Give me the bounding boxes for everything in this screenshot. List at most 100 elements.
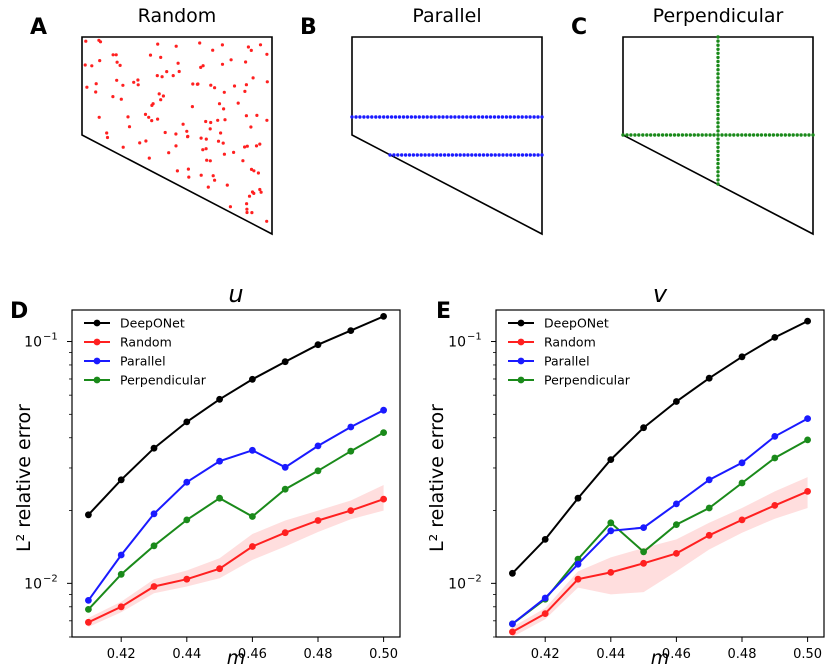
- data-point-perpendicular: [150, 542, 158, 550]
- random-sample-point: [219, 131, 223, 135]
- perpendicular-sample-point: [720, 133, 724, 137]
- data-point-random: [249, 543, 256, 550]
- parallel-sample-point: [492, 115, 497, 119]
- panel-title-parallel: Parallel: [412, 5, 481, 27]
- legend-marker: [517, 357, 525, 365]
- data-point-random: [314, 517, 322, 524]
- random-sample-point: [213, 86, 217, 90]
- x-axis-label-d: m: [227, 647, 246, 669]
- perpendicular-sample-point: [751, 133, 756, 137]
- random-sample-point: [115, 78, 119, 82]
- parallel-points: [350, 115, 544, 157]
- random-sample-point: [119, 97, 123, 101]
- series-line-random: [87, 498, 384, 624]
- parallel-sample-point: [415, 153, 419, 157]
- parallel-sample-point: [473, 115, 477, 119]
- perpendicular-sample-point: [700, 133, 704, 137]
- data-point-random: [150, 583, 158, 590]
- parallel-sample-point: [435, 153, 439, 157]
- random-sample-point: [232, 84, 237, 88]
- random-sample-point: [148, 53, 153, 57]
- random-sample-point: [265, 52, 269, 56]
- random-sample-point: [255, 113, 259, 117]
- y-axis-label-e: L² relative error: [426, 404, 448, 552]
- perpendicular-sample-point: [728, 133, 732, 137]
- x-tick-label: 0.44: [172, 647, 201, 662]
- perpendicular-sample-point: [724, 133, 728, 137]
- random-sample-point: [144, 139, 148, 143]
- perpendicular-sample-point: [716, 108, 720, 113]
- random-sample-point: [250, 190, 255, 194]
- data-point-deeponet: [607, 456, 615, 463]
- data-point-perpendicular: [314, 467, 322, 475]
- random-sample-point: [199, 173, 203, 177]
- perpendicular-sample-point: [621, 133, 625, 137]
- perpendicular-sample-point: [716, 51, 720, 55]
- perpendicular-sample-point: [716, 117, 720, 121]
- parallel-sample-point: [423, 153, 427, 157]
- parallel-sample-point: [516, 153, 521, 157]
- perpendicular-sample-point: [716, 68, 720, 72]
- y-tick-label: 10: [24, 335, 42, 351]
- perpendicular-sample-point: [716, 125, 720, 129]
- random-sample-point: [155, 74, 159, 78]
- random-sample-point: [132, 80, 136, 84]
- data-point-perpendicular: [771, 454, 779, 462]
- data-point-parallel: [738, 459, 746, 467]
- perpendicular-sample-point: [787, 133, 791, 137]
- data-point-parallel: [85, 597, 92, 604]
- perpendicular-sample-point: [783, 133, 787, 137]
- data-point-deeponet: [85, 511, 92, 519]
- random-sample-point: [222, 107, 226, 111]
- parallel-sample-point: [462, 153, 466, 157]
- data-point-parallel: [771, 433, 779, 440]
- parallel-sample-point: [457, 115, 461, 119]
- series-line-perpendicular: [511, 439, 809, 625]
- random-sample-point: [136, 78, 140, 82]
- parallel-sample-point: [429, 115, 433, 119]
- perpendicular-sample-point: [704, 133, 708, 137]
- perpendicular-sample-point: [759, 133, 764, 137]
- perpendicular-sample-point: [803, 133, 807, 137]
- parallel-sample-point: [504, 115, 509, 119]
- series-line-deeponet: [511, 320, 809, 574]
- parallel-sample-point: [439, 153, 443, 157]
- perpendicular-sample-point: [716, 141, 720, 145]
- data-point-parallel: [117, 551, 125, 559]
- data-point-parallel: [380, 406, 387, 414]
- random-sample-point: [258, 142, 262, 146]
- random-sample-point: [265, 80, 269, 84]
- data-point-deeponet: [216, 395, 224, 403]
- data-point-parallel: [705, 476, 713, 484]
- data-point-random: [673, 550, 680, 557]
- random-sample-point: [208, 127, 212, 131]
- error-band-random: [88, 485, 384, 627]
- perpendicular-sample-point: [712, 133, 716, 137]
- data-point-perpendicular: [183, 516, 191, 524]
- data-point-parallel: [574, 560, 582, 568]
- legend-label: Random: [120, 335, 172, 350]
- parallel-sample-point: [528, 115, 532, 119]
- data-point-deeponet: [804, 317, 811, 325]
- perpendicular-sample-point: [763, 133, 768, 137]
- random-sample-point: [216, 118, 220, 122]
- random-sample-point: [150, 103, 154, 107]
- random-sample-point: [247, 194, 252, 198]
- data-point-parallel: [804, 415, 811, 422]
- random-sample-point: [254, 144, 259, 148]
- parallel-sample-point: [477, 115, 481, 119]
- random-sample-point: [159, 98, 163, 102]
- parallel-sample-point: [480, 115, 485, 119]
- parallel-sample-point: [453, 115, 457, 119]
- parallel-sample-point: [493, 153, 497, 157]
- perpendicular-sample-point: [716, 88, 720, 92]
- perpendicular-sample-point: [625, 133, 629, 137]
- plot-frame-e: [495, 309, 825, 638]
- random-sample-point: [209, 83, 213, 87]
- perpendicular-sample-point: [811, 133, 815, 137]
- random-sample-point: [177, 69, 181, 74]
- parallel-sample-point: [466, 153, 470, 157]
- perpendicular-sample-point: [732, 133, 736, 137]
- data-point-random: [509, 628, 516, 636]
